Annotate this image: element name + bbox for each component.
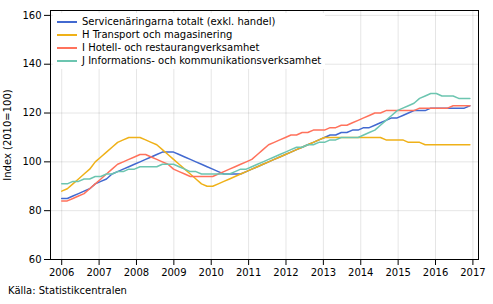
- svg-text:100: 100: [22, 156, 41, 167]
- html-text:Källa: Statistikcentralen: Källa: Statistikcentralen: [8, 285, 127, 296]
- svg-text:2008: 2008: [124, 267, 149, 278]
- svg-text:2016: 2016: [423, 267, 448, 278]
- svg-text:2007: 2007: [86, 267, 111, 278]
- svg-text:2014: 2014: [348, 267, 373, 278]
- html-text:Servicenäringarna totalt (exkl: Servicenäringarna totalt (exkl. handel): [82, 16, 276, 27]
- svg-text:60: 60: [29, 254, 42, 265]
- html-text:I Hotell- och restaurangverksa: I Hotell- och restaurangverksamhet: [82, 42, 260, 53]
- svg-text:Index (2010=100): Index (2010=100): [2, 89, 13, 181]
- svg-text:2009: 2009: [161, 267, 186, 278]
- html-text:H Transport och magasinering: H Transport och magasinering: [82, 29, 233, 40]
- svg-text:2015: 2015: [385, 267, 410, 278]
- svg-text:2006: 2006: [49, 267, 74, 278]
- svg-text:2013: 2013: [311, 267, 336, 278]
- svg-text:2017: 2017: [460, 267, 485, 278]
- svg-text:120: 120: [22, 107, 41, 118]
- svg-text:2011: 2011: [236, 267, 261, 278]
- svg-text:2010: 2010: [199, 267, 224, 278]
- html-text:J Informations- och kommunikat: J Informations- och kommunikationsverksa…: [82, 55, 322, 66]
- svg-text:160: 160: [22, 10, 41, 21]
- svg-text:80: 80: [29, 205, 42, 216]
- svg-text:2012: 2012: [273, 267, 298, 278]
- svg-text:140: 140: [22, 58, 41, 69]
